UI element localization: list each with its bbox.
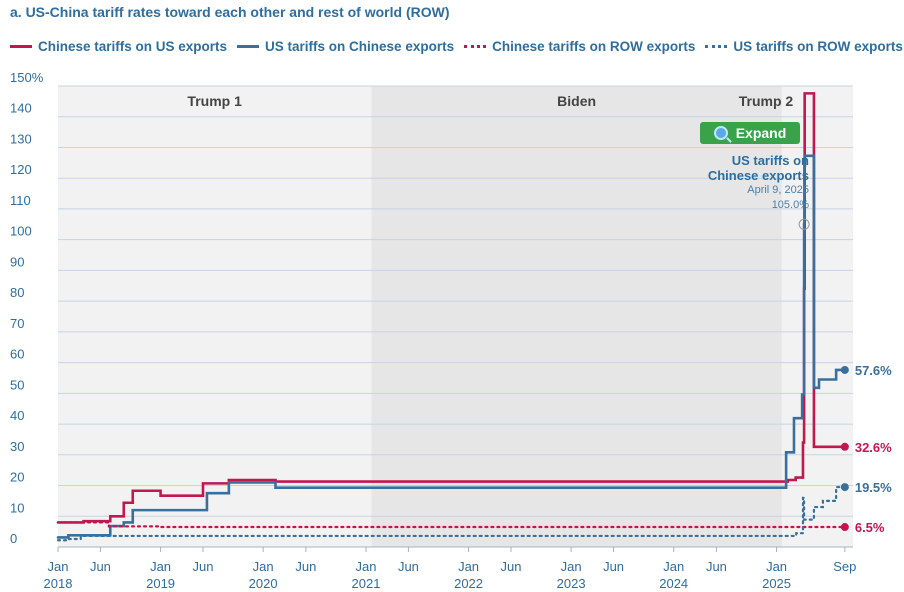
series-end-marker — [840, 442, 849, 451]
series-line — [56, 521, 846, 529]
series-end-label: 6.5% — [855, 520, 885, 535]
y-tick-label: 150% — [10, 70, 44, 85]
x-tick-month: Jun — [706, 559, 727, 574]
series-end-marker — [840, 365, 849, 374]
annotation-value: 105.0% — [771, 199, 809, 211]
x-tick-month: Jan — [766, 559, 787, 574]
y-tick-label: 90 — [10, 254, 24, 269]
y-tick-label: 130 — [10, 131, 32, 146]
period-label: Trump 1 — [187, 93, 242, 109]
x-tick-year: 2022 — [454, 576, 483, 591]
x-tick-month: Jun — [501, 559, 522, 574]
expand-label: Expand — [735, 125, 787, 141]
x-tick-year: 2023 — [557, 576, 586, 591]
y-tick-label: 20 — [10, 470, 24, 485]
x-tick-month: Jun — [398, 559, 419, 574]
series-end-label: 57.6% — [855, 363, 892, 378]
y-tick-label: 50 — [10, 377, 24, 392]
legend-swatch — [464, 44, 487, 48]
legend-label: US tariffs on Chinese exports — [265, 38, 455, 54]
series-end-marker — [840, 483, 849, 492]
x-tick-year: 2021 — [352, 576, 381, 591]
annotation-date: April 9, 2025 — [747, 184, 809, 196]
x-tick-month: Jan — [48, 559, 69, 574]
x-tick-month: Jan — [356, 559, 377, 574]
legend-swatch — [705, 44, 728, 48]
expand-button[interactable]: Expand — [700, 122, 800, 144]
y-tick-label: 100 — [10, 224, 32, 239]
y-tick-label: 0 — [10, 531, 17, 546]
series-line — [56, 154, 847, 539]
legend-swatch — [10, 44, 32, 48]
x-tick-month: Jun — [603, 559, 624, 574]
period-shade — [58, 86, 372, 547]
legend-item-china-on-us: Chinese tariffs on US exports — [10, 39, 227, 54]
x-tick-year: 2025 — [762, 576, 791, 591]
legend-label: Chinese tariffs on ROW exports — [492, 38, 696, 54]
x-tick-month: Jan — [663, 559, 684, 574]
annotation-tooltip: US tariffs on Chinese exports April 9, 2… — [708, 153, 809, 213]
annotation-title-line1: US tariffs on — [731, 153, 809, 168]
series-line — [56, 485, 846, 542]
annotation-marker — [798, 218, 810, 230]
x-tick-year: 2019 — [146, 576, 175, 591]
series-end-marker — [840, 523, 849, 532]
legend-label: US tariffs on ROW exports — [733, 38, 903, 54]
y-tick-label: 80 — [10, 285, 24, 300]
period-shade — [371, 86, 782, 547]
legend-swatch — [237, 44, 260, 48]
y-tick-label: 40 — [10, 408, 24, 423]
x-tick-year: 2018 — [44, 576, 73, 591]
period-label: Biden — [557, 93, 596, 109]
annotation-title-line2: Chinese exports — [707, 168, 809, 183]
y-tick-label: 60 — [10, 347, 24, 362]
x-tick-month: Jan — [561, 559, 582, 574]
x-tick-year: 2020 — [249, 576, 278, 591]
legend: Chinese tariffs on US exports US tariffs… — [10, 38, 904, 54]
x-tick-month: Jun — [295, 559, 316, 574]
series-end-label: 32.6% — [855, 440, 892, 455]
y-tick-label: 10 — [10, 500, 24, 515]
legend-item-china-on-row: Chinese tariffs on ROW exports — [464, 39, 695, 54]
period-shade — [781, 86, 853, 547]
y-tick-label: 120 — [10, 162, 32, 177]
period-label: Trump 2 — [739, 93, 794, 109]
x-tick-month: Jun — [193, 559, 214, 574]
x-tick-month: Jun — [90, 559, 111, 574]
x-tick-month: Jan — [458, 559, 479, 574]
y-tick-label: 30 — [10, 439, 24, 454]
legend-label: Chinese tariffs on US exports — [38, 38, 228, 54]
magnifier-icon — [713, 126, 728, 140]
x-tick-month: Jan — [253, 559, 274, 574]
legend-item-us-on-china: US tariffs on Chinese exports — [237, 39, 454, 54]
legend-item-us-on-row: US tariffs on ROW exports — [705, 39, 903, 54]
y-tick-label: 70 — [10, 316, 24, 331]
x-tick-year: 2024 — [659, 576, 688, 591]
x-tick-month: Sep — [833, 559, 856, 574]
chart-title: a. US-China tariff rates toward each oth… — [10, 4, 450, 20]
y-tick-label: 140 — [10, 101, 32, 116]
series-end-label: 19.5% — [855, 480, 892, 495]
x-tick-month: Jan — [150, 559, 171, 574]
y-tick-label: 110 — [10, 193, 31, 208]
